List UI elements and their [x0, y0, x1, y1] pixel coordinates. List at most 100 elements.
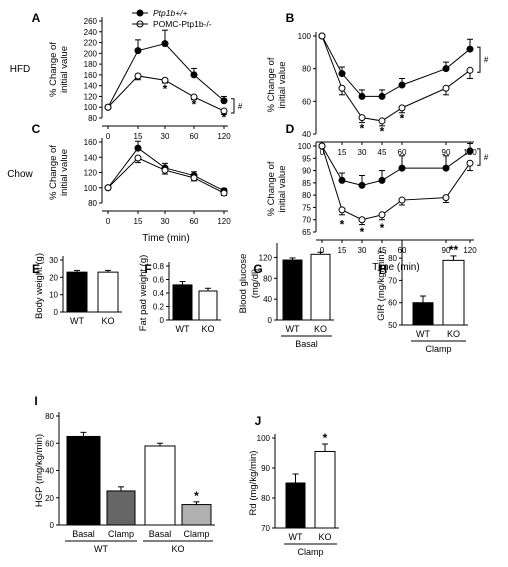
y-tick-label-c: 80 — [88, 199, 97, 208]
y-tick-label-j: 90 — [261, 464, 270, 473]
panel-letter-b: B — [286, 11, 295, 25]
data-point-ptp1b-wt — [378, 176, 386, 184]
y-tick-label-a: 260 — [84, 17, 98, 26]
bar-g — [282, 259, 303, 321]
panel-letter-h: H — [379, 262, 388, 276]
y-tick-label-e: 10 — [49, 291, 58, 300]
y-tick-label-i: 80 — [45, 412, 54, 421]
x-tick-label-g: WT — [286, 324, 300, 334]
significance-star: * — [163, 82, 168, 96]
panel-letter-d: D — [286, 122, 295, 136]
y-axis-label-f: Fat pad weight (g) — [138, 255, 149, 332]
y-tick-label-b: 60 — [302, 97, 311, 106]
x-tick-label-i: Clamp — [183, 529, 209, 539]
y-axis-label-g: Blood glucose — [238, 254, 249, 314]
data-point-pomc-ko — [318, 142, 326, 150]
y-tick-label-a: 140 — [84, 82, 98, 91]
y-tick-label-e: 30 — [49, 256, 58, 265]
y-tick-label-a: 200 — [84, 49, 98, 58]
y-tick-label-c: 140 — [84, 153, 98, 162]
bar-j — [314, 451, 336, 529]
y-tick-label-d: 90 — [302, 167, 311, 176]
data-point-pomc-ko — [398, 104, 406, 112]
y-tick-label-g: 120 — [259, 253, 273, 262]
data-point-ptp1b-wt — [398, 164, 406, 172]
y-tick-label-i: 20 — [45, 494, 54, 503]
x-tick-label-a: 30 — [161, 132, 170, 141]
bar-e — [97, 271, 119, 313]
bar-i — [144, 445, 176, 526]
x-tick-label-h: WT — [416, 329, 430, 339]
data-point-pomc-ko — [220, 107, 228, 115]
y-tick-label-f: 0.4 — [153, 289, 165, 298]
x-tick-label-j: WT — [289, 532, 303, 542]
y-axis-label-c: initial value — [59, 149, 70, 196]
x-tick-label-c: 0 — [106, 217, 111, 226]
panel-letter-f: F — [144, 262, 151, 276]
x-tick-label-b: 15 — [338, 148, 347, 157]
y-tick-label-f: 0 — [160, 316, 165, 325]
significance-star: * — [323, 431, 328, 445]
data-point-pomc-ko — [442, 84, 450, 92]
data-point-ptp1b-wt — [398, 81, 406, 89]
data-point-ptp1b-wt — [466, 45, 474, 53]
group-label-clamp: Clamp — [425, 344, 451, 354]
y-tick-label-i: 60 — [45, 439, 54, 448]
y-tick-label-d: 80 — [302, 191, 311, 200]
x-tick-label-h: KO — [447, 329, 460, 339]
bracket — [477, 46, 481, 73]
data-point-pomc-ko — [104, 184, 112, 192]
data-point-pomc-ko — [466, 66, 474, 74]
data-point-pomc-ko — [161, 76, 169, 84]
y-tick-label-f: 0.8 — [153, 262, 165, 271]
significance-star: ** — [449, 243, 459, 257]
x-tick-label-b: 45 — [378, 148, 387, 157]
x-tick-label-c: 30 — [161, 217, 170, 226]
data-point-pomc-ko — [190, 93, 198, 101]
bracket-symbol: # — [238, 102, 243, 111]
legend-label-pomc-ko: POMC-Ptp1b-/- — [153, 19, 212, 29]
x-tick-label-a: 15 — [134, 132, 143, 141]
y-tick-label-a: 80 — [88, 114, 97, 123]
data-point-ptp1b-wt — [338, 70, 346, 78]
y-tick-label-h: 80 — [388, 254, 397, 263]
bar-i — [106, 490, 136, 526]
y-tick-label-d: 75 — [302, 203, 311, 212]
data-point-pomc-ko — [378, 211, 386, 219]
data-point-pomc-ko — [220, 189, 228, 197]
x-tick-label-e: WT — [70, 316, 84, 326]
y-axis-label-a: initial value — [59, 46, 70, 93]
group-label-ko: KO — [171, 544, 184, 554]
data-point-ptp1b-wt — [442, 65, 450, 73]
y-tick-label-a: 160 — [84, 71, 98, 80]
data-point-pomc-ko — [161, 166, 169, 174]
y-tick-label-h: 60 — [388, 299, 397, 308]
x-tick-label-a: 60 — [190, 132, 199, 141]
x-tick-label-a: 0 — [106, 132, 111, 141]
y-tick-label-b: 100 — [298, 32, 312, 41]
x-tick-label-i: Basal — [72, 529, 95, 539]
panel-letter-c: C — [32, 122, 41, 136]
significance-star: * — [222, 110, 227, 124]
series-line-ptp1b-wt-a — [107, 43, 225, 108]
x-tick-label-g: KO — [314, 324, 327, 334]
y-tick-label-g: 40 — [263, 295, 272, 304]
bar-g — [310, 253, 331, 321]
x-tick-label-i: Basal — [149, 529, 172, 539]
x-tick-label-d: 30 — [358, 246, 367, 255]
y-axis-label-b: initial value — [277, 62, 288, 109]
x-tick-label-d: 45 — [378, 246, 387, 255]
y-tick-label-a: 180 — [84, 60, 98, 69]
data-point-pomc-ko — [442, 194, 450, 202]
y-tick-label-j: 80 — [261, 494, 270, 503]
data-point-ptp1b-wt — [466, 147, 474, 155]
y-axis-label-a: % Change of — [48, 42, 59, 97]
panel-letter-g: G — [253, 262, 262, 276]
legend-label-ptp1b-wt: Ptp1b+/+ — [153, 8, 188, 18]
bar-i — [181, 504, 212, 526]
data-point-pomc-ko — [358, 216, 366, 224]
x-tick-label-e: KO — [101, 316, 114, 326]
data-point-pomc-ko — [358, 114, 366, 122]
panel-letter-a: A — [32, 11, 41, 25]
